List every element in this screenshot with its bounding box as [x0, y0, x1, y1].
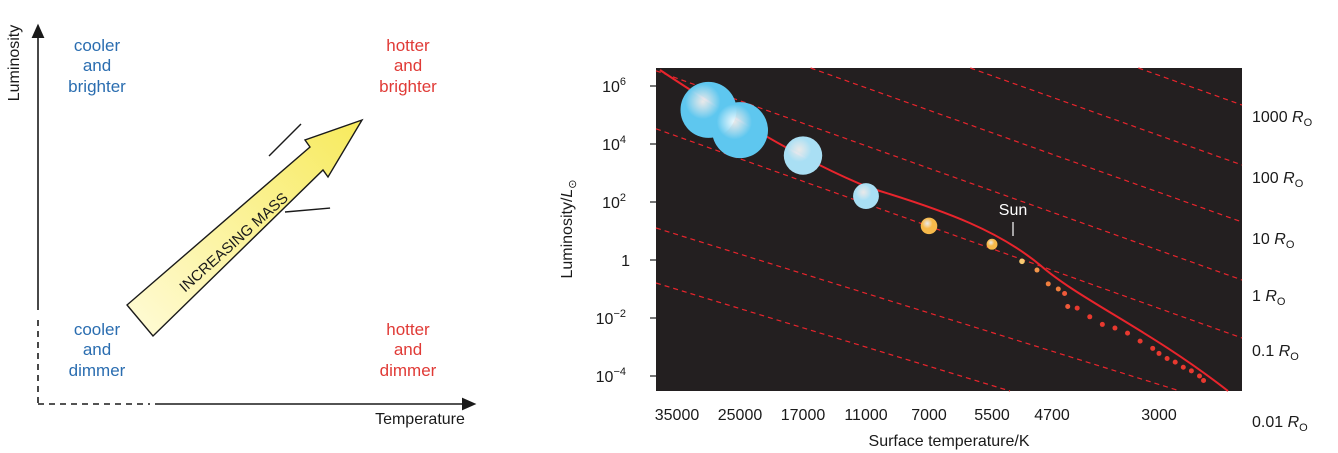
corner-top-left: cooler and brighter: [68, 36, 126, 96]
radius-line: [655, 282, 1011, 392]
star-point: [1065, 303, 1071, 309]
radius-line: [655, 227, 1181, 392]
svg-text:and: and: [394, 340, 422, 359]
y-tick-label: 10−2: [596, 308, 626, 328]
sun-label: Sun: [999, 202, 1027, 219]
svg-text:hotter: hotter: [386, 320, 430, 339]
svg-text:and: and: [83, 340, 111, 359]
star-point: [1019, 258, 1025, 265]
radius-line: [655, 70, 1243, 281]
star-point: [1172, 359, 1178, 365]
y-tick-label: 1: [621, 253, 630, 270]
temperature-axis-label: Temperature: [375, 411, 465, 428]
star-point: [1164, 356, 1170, 362]
star-point: [1125, 330, 1131, 336]
star-point: [1112, 325, 1118, 331]
svg-text:and: and: [83, 56, 111, 75]
x-tick-label: 7000: [911, 407, 947, 424]
luminosity-axis-label: Luminosity: [6, 25, 23, 101]
y-tick-label: 104: [602, 134, 626, 154]
x-tick-label: 11000: [844, 407, 887, 424]
star-point: [1150, 345, 1156, 351]
y-axis-title: Luminosity/L⊙: [559, 179, 579, 278]
star-point: [920, 217, 938, 235]
radius-labels: 1000 RO 100 RO 10 RO 1 RO 0.1 RO 0.01 RO: [1252, 109, 1313, 434]
radius-label: 100 RO: [1252, 170, 1304, 190]
svg-text:hotter: hotter: [386, 36, 430, 55]
star-point: [1156, 350, 1162, 356]
star-point: [1055, 286, 1061, 292]
radius-label: 1 RO: [1252, 288, 1286, 308]
x-axis-title: Surface temperature/K: [869, 433, 1030, 450]
radius-label: 0.01 RO: [1252, 414, 1308, 434]
corner-top-right: hotter and brighter: [379, 36, 437, 96]
svg-text:brighter: brighter: [379, 77, 437, 96]
star-points: [680, 81, 1207, 383]
star-point: [1188, 368, 1194, 374]
increasing-mass-label: INCREASING MASS: [176, 189, 291, 295]
star-point: [1137, 338, 1143, 344]
x-tick-label: 35000: [655, 407, 700, 424]
y-tick-label: 10−4: [596, 366, 626, 386]
star-point: [853, 183, 879, 209]
star-point: [1201, 377, 1207, 383]
radius-label: 1000 RO: [1252, 109, 1313, 129]
star-point: [1045, 281, 1051, 287]
radius-line: [1138, 67, 1243, 106]
star-point: [1099, 321, 1105, 327]
star-point: [1062, 290, 1068, 296]
radius-line: [655, 128, 1243, 339]
star-point: [712, 102, 768, 159]
radius-label: 10 RO: [1252, 231, 1295, 251]
radius-line: [970, 67, 1243, 166]
star-point: [1087, 314, 1093, 320]
y-tick-label: 106: [602, 76, 626, 96]
x-tick-label: 17000: [781, 407, 826, 424]
increasing-mass-arrow: INCREASING MASS: [126, 118, 364, 338]
radius-label: 0.1 RO: [1252, 343, 1299, 363]
svg-text:cooler: cooler: [74, 36, 121, 55]
star-point: [783, 136, 823, 175]
star-point: [1197, 373, 1202, 379]
hr-diagram: Sun 106 104 102 1 10−2 10−4 35000 25000 17000 11…: [559, 67, 1313, 450]
x-tick-label: 5500: [974, 407, 1010, 424]
radius-lines: [655, 67, 1243, 392]
star-point: [1074, 305, 1080, 311]
x-tick-label: 25000: [718, 407, 763, 424]
star-point: [1034, 267, 1040, 273]
svg-text:dimmer: dimmer: [380, 361, 437, 380]
y-tick-label: 102: [602, 192, 626, 212]
star-point: [986, 238, 998, 250]
svg-text:brighter: brighter: [68, 77, 126, 96]
x-tick-label: 3000: [1141, 407, 1177, 424]
svg-text:cooler: cooler: [74, 320, 121, 339]
corner-bottom-left: cooler and dimmer: [69, 320, 126, 380]
svg-text:and: and: [394, 56, 422, 75]
svg-text:dimmer: dimmer: [69, 361, 126, 380]
corner-bottom-right: hotter and dimmer: [380, 320, 437, 380]
x-tick-label: 4700: [1034, 407, 1070, 424]
y-tick-labels: 106 104 102 1 10−2 10−4: [596, 76, 656, 386]
radius-line: [810, 67, 1243, 223]
left-diagram: Luminosity Temperature cooler and bright…: [6, 23, 477, 428]
x-tick-labels: 35000 25000 17000 11000 7000 5500 4700 3000: [655, 407, 1177, 424]
star-point: [1180, 364, 1186, 370]
